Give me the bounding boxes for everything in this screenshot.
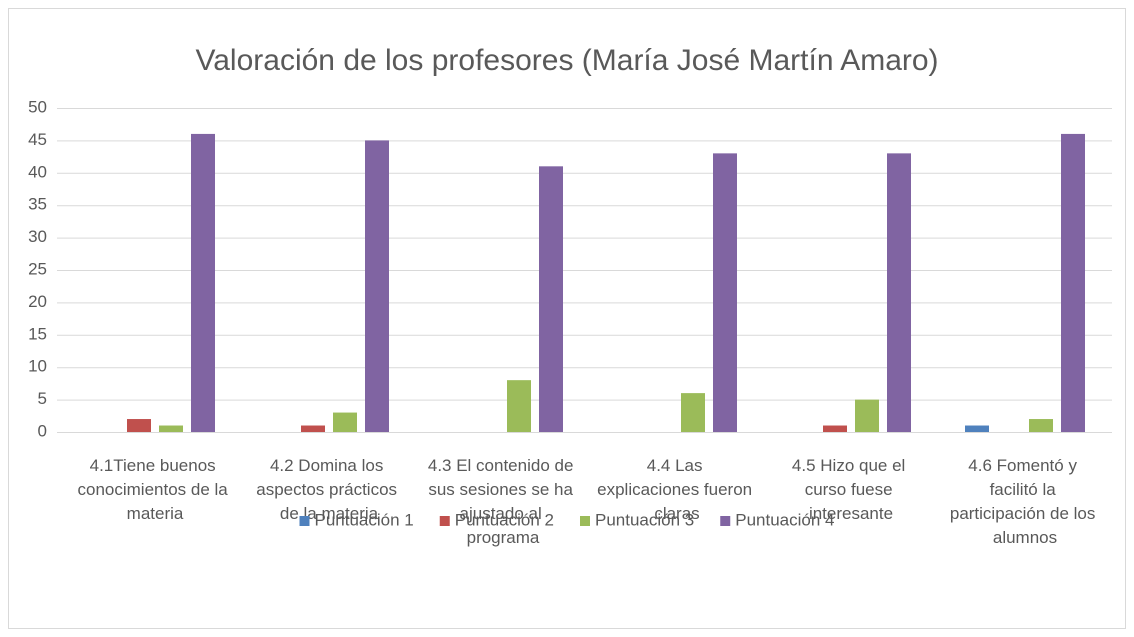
x-tick-label: 4.1Tiene buenos conocimientos de la mate… bbox=[78, 456, 233, 523]
bar bbox=[127, 419, 151, 432]
bar bbox=[333, 412, 357, 432]
y-tick-label: 50 bbox=[28, 97, 47, 116]
bar bbox=[713, 153, 737, 433]
legend-swatch bbox=[299, 516, 310, 526]
bar bbox=[965, 425, 989, 432]
x-tick-label: 4.3 El contenido de sus sesiones se ha a… bbox=[428, 456, 578, 547]
bar bbox=[539, 166, 563, 432]
y-tick-label: 10 bbox=[28, 357, 47, 376]
y-tick-label: 35 bbox=[28, 195, 47, 214]
bar bbox=[365, 140, 389, 432]
bar bbox=[1061, 133, 1085, 433]
x-tick-label: 4.5 Hizo que el curso fuese interesante bbox=[792, 456, 910, 523]
chart-title: Valoración de los profesores (María José… bbox=[195, 44, 938, 77]
bar bbox=[887, 153, 911, 433]
y-tick-label: 0 bbox=[38, 421, 47, 440]
bar bbox=[507, 380, 531, 432]
y-tick-label: 5 bbox=[38, 389, 47, 408]
bar bbox=[159, 425, 183, 432]
bar bbox=[855, 399, 879, 432]
bar bbox=[823, 425, 847, 432]
legend-swatch bbox=[580, 516, 590, 526]
bar bbox=[1029, 419, 1053, 432]
legend-swatch bbox=[439, 516, 450, 526]
y-tick-label: 40 bbox=[28, 162, 47, 181]
legend-label: Puntuación 1 bbox=[315, 510, 414, 529]
y-tick-label: 15 bbox=[28, 324, 47, 343]
x-tick-label: 4.4 Las explicaciones fueron claras bbox=[597, 456, 757, 523]
legend-label: Puntuación 2 bbox=[455, 510, 554, 529]
legend-label: Puntuación 3 bbox=[595, 510, 694, 529]
y-tick-label: 20 bbox=[28, 292, 47, 311]
x-tick-label: 4.6 Fomentó y facilitó la participación … bbox=[950, 456, 1100, 547]
bar bbox=[301, 425, 325, 432]
y-tick-label: 25 bbox=[28, 259, 47, 278]
legend-label: Puntuación 4 bbox=[735, 510, 834, 529]
legend-swatch bbox=[720, 516, 731, 526]
y-tick-label: 30 bbox=[28, 227, 47, 246]
bar bbox=[681, 393, 705, 432]
bar bbox=[191, 133, 215, 433]
y-tick-label: 45 bbox=[28, 130, 47, 149]
chart-border bbox=[8, 8, 1126, 629]
